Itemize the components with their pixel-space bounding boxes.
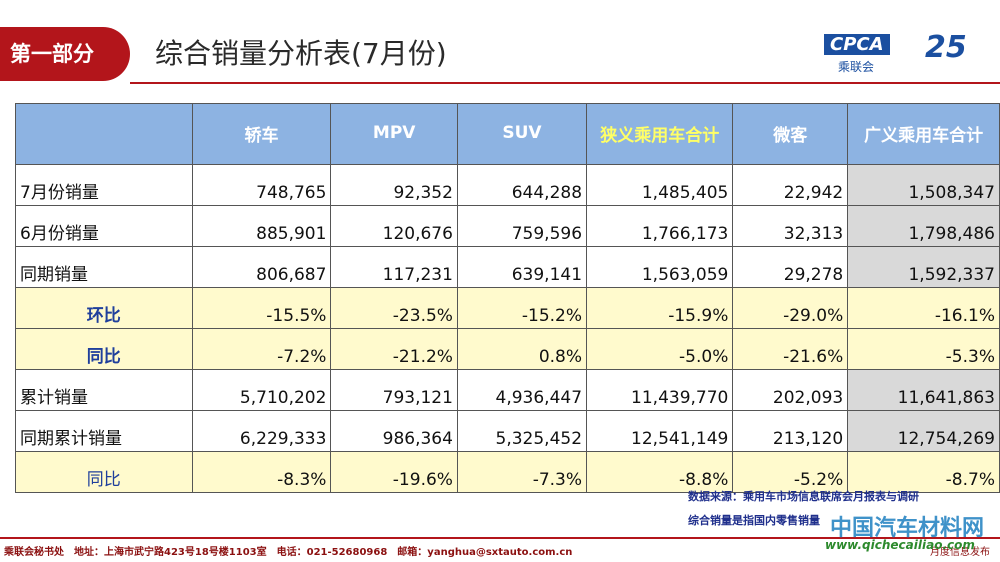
cell: 5,325,452 [456,410,588,452]
header-rule [130,82,1000,84]
cell: -5.3% [847,328,1000,370]
row-label: 累计销量 [15,369,193,411]
title: 综合销量分析表(7月份) [155,37,447,70]
cell: 213,120 [732,410,849,452]
column-header: 狭义乘用车合计 [586,103,734,165]
cell: 1,592,337 [847,246,1000,288]
cell: 1,508,347 [847,164,1000,206]
watermark: 中国汽车材料网 [830,516,985,541]
table-row: 同期销量 806,687 117,231 639,141 1,563,059 29,278… [15,246,1000,288]
section-tab: 第一部分 [0,27,130,81]
cell: 29,278 [732,246,849,288]
cell: 202,093 [732,369,849,411]
cell: -15.5% [191,287,332,329]
cell: 1,485,405 [586,164,734,206]
cell: -8.3% [191,451,332,493]
cell: -21.2% [330,328,458,370]
note: 数据来源：乘用车市场信息联席会月报表与调研 [688,490,919,503]
row-label: 6月份销量 [15,205,193,247]
cell: -8.7% [847,451,1000,493]
logo-sub: 乘联会 [838,60,875,74]
cell: 12,541,149 [586,410,734,452]
table-row: 7月份销量 748,765 92,352 644,288 1,485,405 22,942… [15,164,1000,206]
cell: 120,676 [330,205,458,247]
row-label: 同期累计销量 [15,410,193,452]
cell: 1,563,059 [586,246,734,288]
row-label: 7月份销量 [15,164,193,206]
row-label: 同比 [15,451,193,493]
column-header: 微客 [732,103,849,165]
table-row: 累计销量 5,710,202 793,121 4,936,447 11,439,770 2… [15,369,1000,411]
table-row: 同比 -8.3% -19.6% -7.3% -8.8% -5.2% -8.7% [15,451,1000,493]
table-row: 同比 -7.2% -21.2% 0.8% -5.0% -21.6% -5.3% [15,328,1000,370]
cell: -16.1% [847,287,1000,329]
cell: -21.6% [732,328,849,370]
cell: 4,936,447 [456,369,588,411]
cell: 644,288 [456,164,588,206]
column-header: SUV [456,103,588,165]
cell: 92,352 [330,164,458,206]
cell: 748,765 [191,164,332,206]
cell: 22,942 [732,164,849,206]
anniversary: 25 [925,30,967,65]
column-header: 轿车 [191,103,332,165]
cell: 0.8% [456,328,588,370]
cell: -15.2% [456,287,588,329]
cell: -5.2% [732,451,849,493]
cell: 5,710,202 [191,369,332,411]
footer-right: 月度信息发布 [930,547,990,558]
cell: 806,687 [191,246,332,288]
cell: 11,641,863 [847,369,1000,411]
cell: -15.9% [586,287,734,329]
cell: -8.8% [586,451,734,493]
row-label: 环比 [15,287,193,329]
table-row: 同期累计销量 6,229,333 986,364 5,325,452 12,541,14… [15,410,1000,452]
logo: CPCA [824,34,890,55]
cell: 1,766,173 [586,205,734,247]
cell: -5.0% [586,328,734,370]
cell: 639,141 [456,246,588,288]
cell: -7.2% [191,328,332,370]
cell: -7.3% [456,451,588,493]
cell: -29.0% [732,287,849,329]
sales-table: 轿车 MPV SUV 狭义乘用车合计 微客 广义乘用车合计 7月份销量 748,765 92,3… [15,103,1000,493]
cell: 759,596 [456,205,588,247]
cell: 11,439,770 [586,369,734,411]
cell: -19.6% [330,451,458,493]
column-header [15,103,193,165]
column-header: 广义乘用车合计 [847,103,1000,165]
footer-rule [0,537,1000,539]
cell: 12,754,269 [847,410,1000,452]
footer-address: 乘联会秘书处 地址：上海市武宁路423号18号楼1103室 电话：021-526… [4,547,573,558]
watermark-url: www.qichecailiao.com [825,538,975,552]
cell: 6,229,333 [191,410,332,452]
cell: 986,364 [330,410,458,452]
cell: 1,798,486 [847,205,1000,247]
header-row: 轿车 MPV SUV 狭义乘用车合计 微客 广义乘用车合计 [15,103,1000,165]
table-row: 环比 -15.5% -23.5% -15.2% -15.9% -29.0% -16.1% [15,287,1000,329]
cell: 885,901 [191,205,332,247]
note: 综合销量是指国内零售销量 [688,514,820,527]
column-header: MPV [330,103,458,165]
cell: 793,121 [330,369,458,411]
cell: 117,231 [330,246,458,288]
row-label: 同比 [15,328,193,370]
row-label: 同期销量 [15,246,193,288]
cell: 32,313 [732,205,849,247]
table-row: 6月份销量 885,901 120,676 759,596 1,766,173 32,31… [15,205,1000,247]
cell: -23.5% [330,287,458,329]
